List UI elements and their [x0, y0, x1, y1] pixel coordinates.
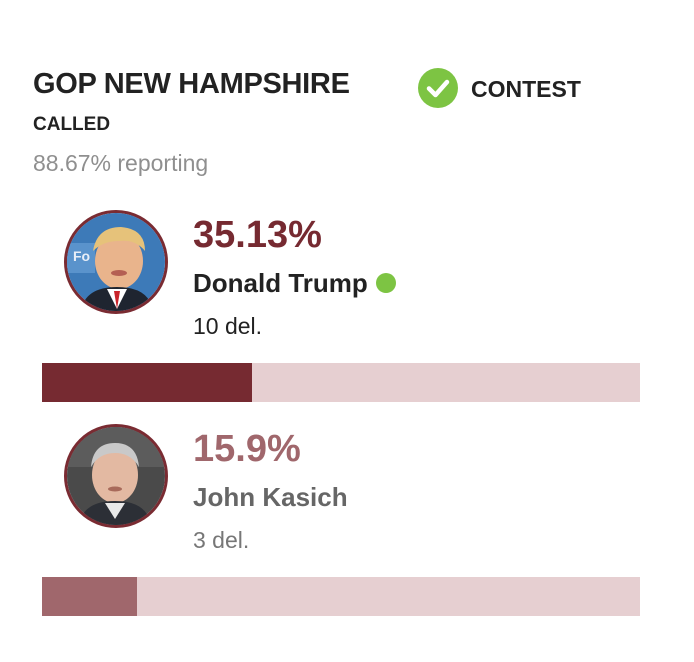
candidate-avatar [64, 424, 168, 528]
check-circle-icon [418, 68, 458, 108]
candidate-name: Donald Trump [193, 268, 396, 299]
race-title: GOP NEW HAMPSHIRE [33, 68, 350, 100]
contest-status: CONTEST [471, 76, 581, 102]
reporting-text: 88.67% reporting [33, 150, 209, 176]
candidate-name-text: John Kasich [193, 482, 348, 512]
candidate-avatar: Fo [64, 210, 168, 314]
vote-share-bar [42, 577, 640, 616]
called-status: CALLED [33, 114, 111, 135]
candidate-delegates: 10 del. [193, 313, 263, 339]
vote-share-bar-fill [42, 577, 138, 616]
candidate-name: John Kasich [193, 482, 348, 513]
candidate-percent: 15.9% [193, 428, 301, 470]
green-dot-icon [375, 273, 396, 294]
candidate-delegates: 3 del. [193, 527, 250, 553]
candidate-percent: 35.13% [193, 214, 322, 256]
vote-share-bar [42, 363, 640, 402]
svg-text:Fo: Fo [73, 248, 90, 264]
candidate-name-text: Donald Trump [193, 268, 368, 298]
vote-share-bar-fill [42, 363, 252, 402]
